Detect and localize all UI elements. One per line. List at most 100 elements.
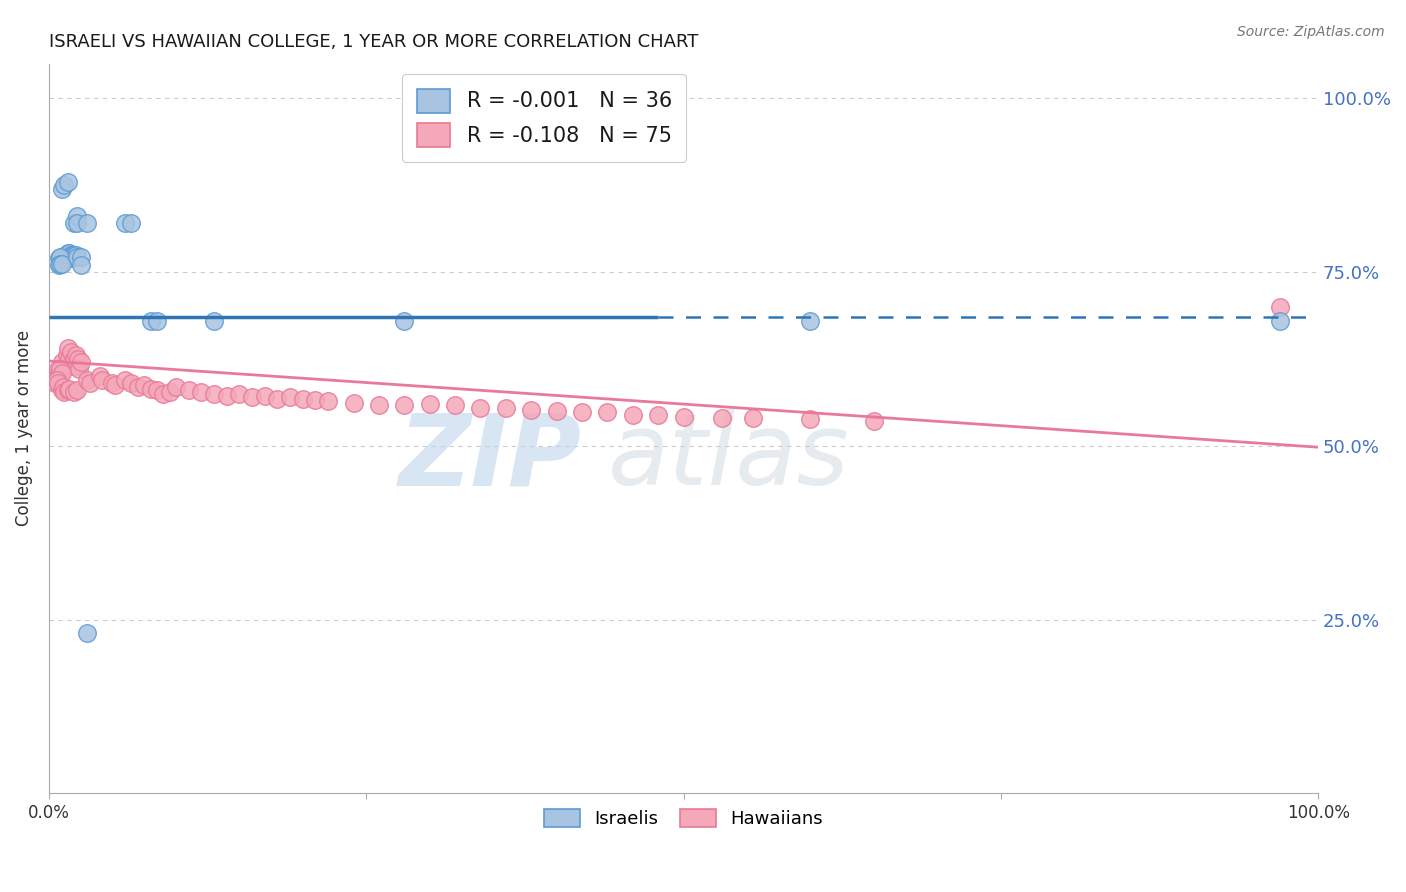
Point xyxy=(114,373,136,387)
Text: atlas: atlas xyxy=(607,409,849,506)
Point xyxy=(59,247,82,261)
Point xyxy=(63,249,86,263)
Point xyxy=(291,392,314,406)
Point xyxy=(647,408,669,422)
Point xyxy=(58,382,80,396)
Legend: Israelis, Hawaiians: Israelis, Hawaiians xyxy=(537,802,831,836)
Point xyxy=(368,399,391,413)
Point xyxy=(58,351,80,366)
Point xyxy=(51,257,73,271)
Point xyxy=(67,351,90,366)
Point xyxy=(571,405,593,419)
Point xyxy=(202,386,225,401)
Point xyxy=(58,245,80,260)
Point xyxy=(66,359,89,373)
Point xyxy=(67,362,90,376)
Point xyxy=(215,389,238,403)
Point xyxy=(799,412,821,426)
Point xyxy=(55,348,77,362)
Point xyxy=(63,216,86,230)
Point xyxy=(48,251,70,265)
Point xyxy=(114,216,136,230)
Point xyxy=(66,216,89,230)
Point xyxy=(444,399,467,413)
Point xyxy=(710,411,733,425)
Point xyxy=(146,314,169,328)
Point xyxy=(49,362,72,376)
Point xyxy=(76,216,98,230)
Point xyxy=(69,250,91,264)
Point xyxy=(63,351,86,366)
Point xyxy=(60,355,83,369)
Point xyxy=(266,392,288,406)
Point xyxy=(672,409,695,424)
Point xyxy=(46,362,69,376)
Point xyxy=(863,415,886,429)
Point xyxy=(51,366,73,380)
Point xyxy=(53,362,76,376)
Point xyxy=(394,399,416,413)
Point xyxy=(60,248,83,262)
Point xyxy=(53,178,76,193)
Point xyxy=(65,247,87,261)
Point xyxy=(240,390,263,404)
Point xyxy=(742,411,765,425)
Point xyxy=(59,345,82,359)
Point xyxy=(202,314,225,328)
Point xyxy=(520,402,543,417)
Point xyxy=(76,373,98,387)
Point xyxy=(49,250,72,264)
Point xyxy=(159,384,181,399)
Point xyxy=(146,383,169,397)
Point xyxy=(56,175,79,189)
Point xyxy=(51,355,73,369)
Point xyxy=(79,376,101,391)
Point xyxy=(62,359,84,373)
Point xyxy=(139,314,162,328)
Point xyxy=(621,408,644,422)
Point xyxy=(69,258,91,272)
Point xyxy=(51,383,73,397)
Point xyxy=(228,386,250,401)
Point xyxy=(56,383,79,397)
Point xyxy=(152,386,174,401)
Point xyxy=(304,392,326,407)
Point xyxy=(104,377,127,392)
Point xyxy=(165,380,187,394)
Point xyxy=(127,380,149,394)
Point xyxy=(44,376,66,391)
Point xyxy=(66,250,89,264)
Point xyxy=(66,210,89,224)
Point xyxy=(53,249,76,263)
Point xyxy=(139,382,162,396)
Point xyxy=(69,355,91,369)
Text: Source: ZipAtlas.com: Source: ZipAtlas.com xyxy=(1237,25,1385,39)
Point xyxy=(316,393,339,408)
Point xyxy=(596,405,619,419)
Text: ISRAELI VS HAWAIIAN COLLEGE, 1 YEAR OR MORE CORRELATION CHART: ISRAELI VS HAWAIIAN COLLEGE, 1 YEAR OR M… xyxy=(49,33,699,51)
Point xyxy=(419,397,441,411)
Point xyxy=(46,376,69,391)
Point xyxy=(177,383,200,397)
Point xyxy=(546,404,568,418)
Point xyxy=(91,373,114,387)
Point xyxy=(89,369,111,384)
Point xyxy=(52,380,75,394)
Point xyxy=(62,249,84,263)
Point xyxy=(53,384,76,399)
Point xyxy=(66,383,89,397)
Point xyxy=(134,377,156,392)
Text: ZIP: ZIP xyxy=(399,409,582,506)
Point xyxy=(48,369,70,384)
Point xyxy=(49,257,72,271)
Point xyxy=(56,245,79,260)
Point xyxy=(60,251,83,265)
Point xyxy=(495,401,517,415)
Point xyxy=(51,181,73,195)
Point xyxy=(45,373,67,387)
Point xyxy=(48,258,70,272)
Point xyxy=(63,247,86,261)
Point xyxy=(799,314,821,328)
Y-axis label: College, 1 year or more: College, 1 year or more xyxy=(15,330,32,526)
Point xyxy=(45,369,67,384)
